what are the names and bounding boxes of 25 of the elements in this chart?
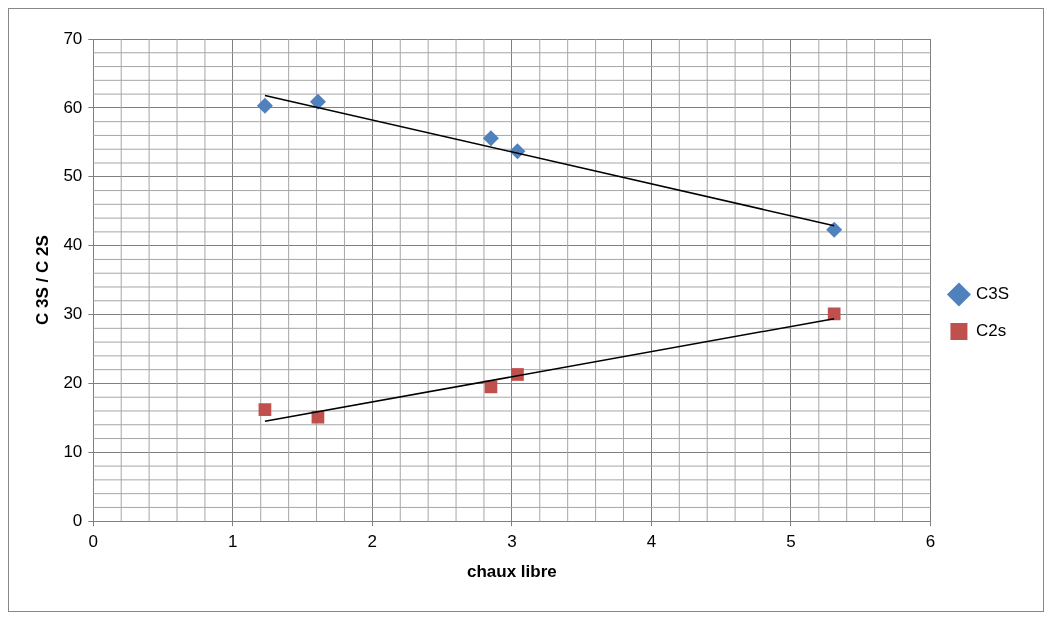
x-tick-label: 3 bbox=[507, 532, 517, 552]
y-tick-label: 20 bbox=[63, 373, 83, 393]
point bbox=[482, 130, 499, 147]
x-tick-label: 5 bbox=[786, 532, 796, 552]
y-tick-label: 30 bbox=[63, 304, 83, 324]
x-tick-label: 1 bbox=[228, 532, 238, 552]
y-tick-label: 0 bbox=[72, 510, 83, 530]
point bbox=[309, 93, 326, 110]
y-tick-label: 70 bbox=[63, 28, 83, 48]
point bbox=[827, 307, 841, 321]
x-tick-label: 0 bbox=[88, 532, 99, 552]
y-tick-label: 10 bbox=[63, 442, 83, 461]
legend-label: C3S bbox=[975, 284, 1010, 304]
legend-label: C2s bbox=[975, 321, 1007, 341]
y-tick-label: 50 bbox=[63, 166, 83, 186]
point bbox=[258, 403, 272, 416]
x-tick-label: 4 bbox=[646, 532, 657, 552]
point bbox=[256, 97, 273, 114]
y-axis-title: C 3S / C 2S bbox=[32, 235, 52, 325]
y-tick-label: 40 bbox=[63, 235, 83, 255]
point bbox=[826, 221, 843, 238]
y-tick-label: 60 bbox=[63, 97, 83, 117]
x-tick-label: 6 bbox=[925, 532, 936, 552]
x-tick-label: 2 bbox=[367, 532, 378, 552]
x-axis-title: chaux libre bbox=[466, 562, 557, 582]
